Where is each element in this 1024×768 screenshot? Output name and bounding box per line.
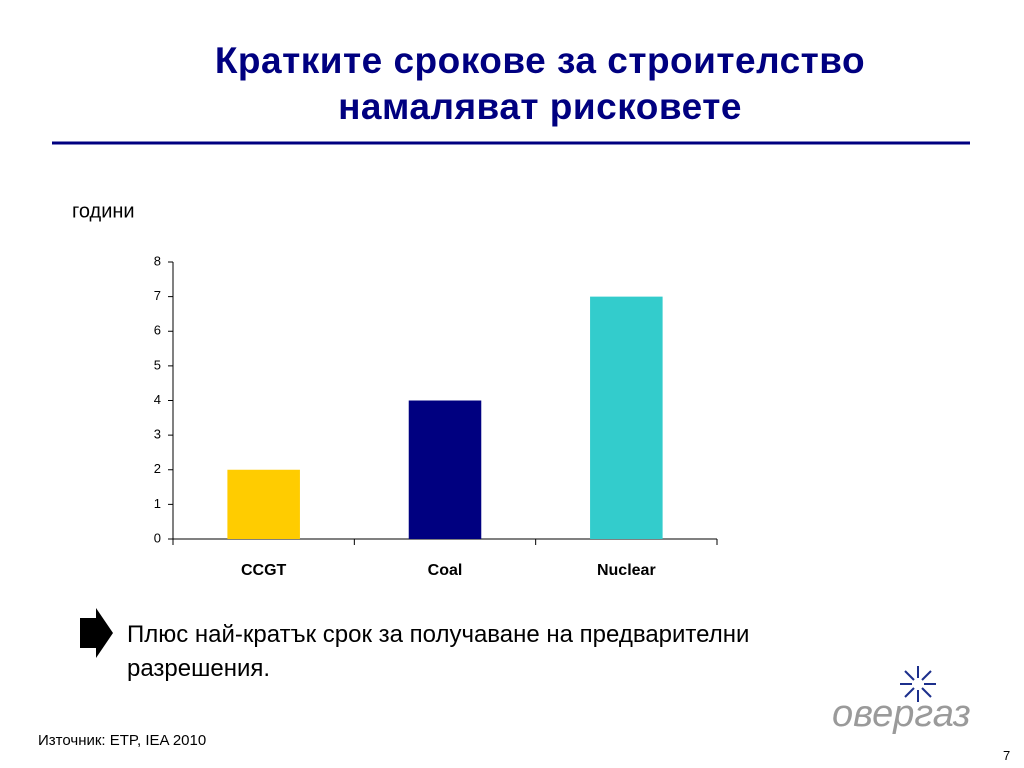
x-tick-label: Coal [428, 562, 463, 579]
logo: овергаз [832, 666, 971, 735]
y-tick-label: 8 [154, 253, 161, 268]
y-tick-label: 6 [154, 323, 161, 338]
y-tick-label: 3 [154, 427, 161, 442]
bar [408, 400, 482, 539]
y-tick-label: 4 [154, 392, 161, 407]
x-tick-label: CCGT [241, 562, 287, 579]
bar [227, 469, 300, 539]
logo-text: овергаз [832, 693, 971, 735]
note: Плюс най-кратък срок за получаване на пр… [127, 621, 750, 682]
bullet-arrow [80, 608, 113, 658]
y-tick-label: 1 [154, 496, 161, 511]
y-tick-label: 7 [154, 288, 161, 303]
bar [590, 296, 663, 539]
y-tick-label: 5 [154, 357, 161, 372]
y-tick-label: 2 [154, 461, 161, 476]
slide-title: Кратките срокове за строителство намаляв… [214, 40, 866, 127]
page-number: 7 [1003, 748, 1011, 763]
y-axis-label: години [72, 200, 135, 222]
source: Източник: ETP, IEA 2010 [38, 732, 207, 749]
x-tick-label: Nuclear [597, 562, 656, 579]
y-tick-label: 0 [154, 530, 161, 545]
